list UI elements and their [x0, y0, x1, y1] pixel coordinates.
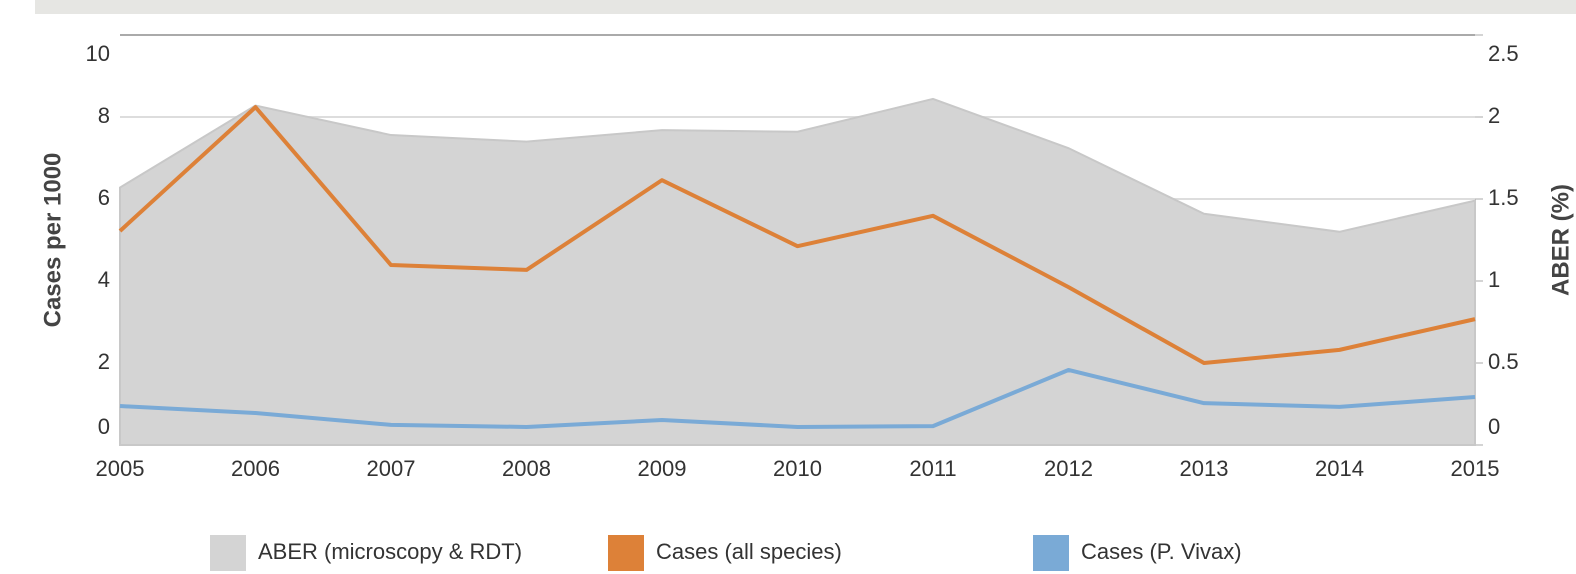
header-band: [35, 0, 1576, 14]
legend-swatch: [210, 535, 246, 571]
y2-tick-label: 1: [1488, 267, 1500, 292]
legend-swatch: [608, 535, 644, 571]
y-tick-label: 8: [98, 103, 110, 128]
x-tick-label: 2015: [1451, 456, 1500, 481]
y-tick-label: 2: [98, 349, 110, 374]
y2-tick-label: 0: [1488, 414, 1500, 439]
legend-text: Cases (P. Vivax): [1081, 539, 1242, 564]
x-tick-label: 2012: [1044, 456, 1093, 481]
x-tick-label: 2005: [96, 456, 145, 481]
legend-text: Cases (all species): [656, 539, 842, 564]
x-tick-label: 2010: [773, 456, 822, 481]
y2-tick-label: 0.5: [1488, 349, 1519, 374]
x-tick-label: 2014: [1315, 456, 1364, 481]
y-tick-label: 10: [86, 41, 110, 66]
line: [119, 367, 1476, 429]
y-tick-label: 4: [98, 267, 110, 292]
y2-axis-title: ABER (%): [1547, 184, 1574, 296]
y2-tick-label: 1.5: [1488, 185, 1519, 210]
x-tick-label: 2009: [638, 456, 687, 481]
x-tick-label: 2011: [909, 456, 956, 481]
legend-text: ABER (microscopy & RDT): [258, 539, 522, 564]
y-axis-title: Cases per 1000: [39, 153, 66, 328]
x-tick-label: 2008: [502, 456, 551, 481]
x-tick-label: 2013: [1180, 456, 1229, 481]
legend-swatch: [1033, 535, 1069, 571]
x-tick-label: 2007: [367, 456, 416, 481]
y2-tick-label: 2.5: [1488, 41, 1519, 66]
y2-tick-label: 2: [1488, 103, 1500, 128]
y-tick-label: 6: [98, 185, 110, 210]
area: [119, 97, 1476, 446]
x-tick-label: 2006: [231, 456, 280, 481]
y-tick-label: 0: [98, 414, 110, 439]
line: [118, 105, 1476, 365]
